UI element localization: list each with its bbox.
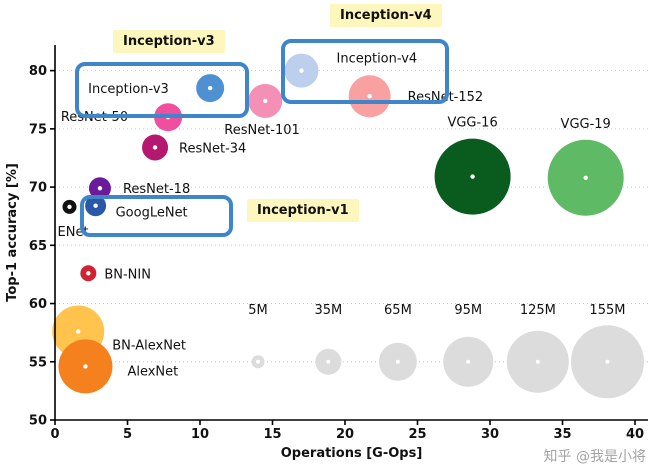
label-enet: ENet bbox=[58, 225, 89, 240]
bubble-center-dot bbox=[299, 68, 304, 73]
bubble-center-dot bbox=[395, 359, 400, 364]
bubble-center-dot bbox=[152, 145, 158, 150]
x-tick-label: 20 bbox=[336, 427, 354, 442]
y-tick-label: 70 bbox=[29, 181, 47, 196]
label-resnet-50: ResNet-50 bbox=[61, 110, 128, 125]
legend-label-95m: 95M bbox=[454, 303, 482, 318]
bubble-center-dot bbox=[605, 359, 610, 364]
bubble-center-dot bbox=[76, 329, 81, 334]
bubble-center-dot bbox=[263, 98, 268, 104]
watermark: 知乎 @我是小将 bbox=[543, 449, 646, 465]
bubble-center-dot bbox=[256, 359, 260, 364]
x-tick-label: 10 bbox=[191, 427, 209, 442]
y-axis-title: Top-1 accuracy [%] bbox=[5, 163, 20, 302]
highlight-label-inception-v4: Inception-v4 bbox=[330, 4, 442, 27]
x-tick-label: 25 bbox=[408, 427, 426, 442]
x-tick-label: 5 bbox=[123, 427, 132, 442]
y-tick-label: 65 bbox=[29, 239, 47, 254]
x-tick-label: 0 bbox=[50, 427, 59, 442]
legend-label-155m: 155M bbox=[589, 303, 625, 318]
x-axis-title: Operations [G-Ops] bbox=[281, 446, 423, 461]
label-resnet-101: ResNet-101 bbox=[224, 123, 300, 138]
label-bn-nin: BN-NIN bbox=[104, 267, 151, 282]
y-tick-label: 80 bbox=[29, 64, 47, 79]
bubble-center-dot bbox=[367, 94, 372, 99]
bubble-center-dot bbox=[67, 204, 72, 210]
legend-label-125m: 125M bbox=[520, 303, 556, 318]
bubble-center-dot bbox=[207, 85, 213, 91]
label-inception-v3: Inception-v3 bbox=[88, 82, 169, 97]
label-googlenet: GoogLeNet bbox=[116, 206, 188, 221]
x-tick-label: 30 bbox=[481, 427, 499, 442]
y-tick-label: 50 bbox=[29, 414, 47, 429]
label-resnet-34: ResNet-34 bbox=[179, 141, 246, 156]
bubble-center-dot bbox=[470, 174, 475, 179]
highlight-label-inception-v3: Inception-v3 bbox=[113, 30, 225, 53]
bubble-center-dot bbox=[466, 359, 471, 364]
legend-label-65m: 65M bbox=[384, 303, 412, 318]
bubble-center-dot bbox=[86, 271, 91, 276]
highlight-label-inception-v1: Inception-v1 bbox=[247, 199, 359, 222]
x-tick-label: 15 bbox=[263, 427, 281, 442]
legend-label-5m: 5M bbox=[248, 303, 268, 318]
legend-label-35m: 35M bbox=[314, 303, 342, 318]
y-tick-label: 75 bbox=[29, 122, 47, 137]
label-bn-alexnet: BN-AlexNet bbox=[112, 338, 186, 353]
bubble-center-dot bbox=[326, 359, 331, 364]
y-tick-label: 55 bbox=[29, 355, 47, 370]
bubble-center-dot bbox=[97, 186, 103, 191]
bubble-center-dot bbox=[583, 175, 588, 180]
bubble-center-dot bbox=[83, 364, 88, 369]
x-tick-label: 35 bbox=[553, 427, 571, 442]
label-alexnet: AlexNet bbox=[127, 364, 178, 379]
bubble-center-dot bbox=[165, 115, 171, 120]
label-resnet-18: ResNet-18 bbox=[123, 182, 190, 197]
label-resnet-152: ResNet-152 bbox=[408, 90, 484, 105]
bubble-center-dot bbox=[535, 359, 540, 364]
x-tick-label: 40 bbox=[626, 427, 644, 442]
label-vgg-19: VGG-19 bbox=[561, 117, 611, 132]
label-inception-v4: Inception-v4 bbox=[337, 52, 418, 67]
y-tick-label: 60 bbox=[29, 297, 47, 312]
bubble-center-dot bbox=[93, 203, 98, 208]
label-vgg-16: VGG-16 bbox=[447, 116, 497, 131]
